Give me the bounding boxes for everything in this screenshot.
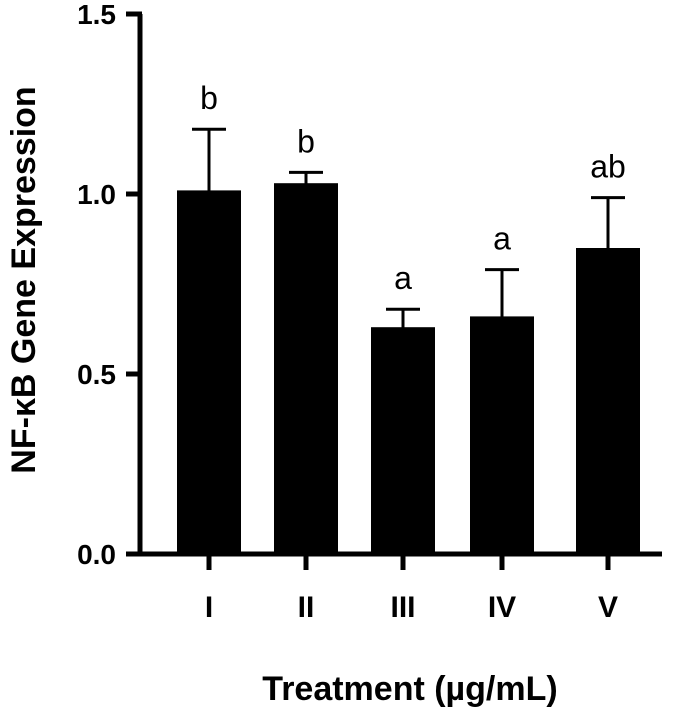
bar — [576, 248, 640, 554]
bar — [274, 183, 338, 554]
x-tick-label: II — [298, 591, 315, 624]
y-tick-label: 1.0 — [77, 179, 116, 210]
significance-label: a — [394, 260, 412, 296]
x-axis-title: Treatment (µg/mL) — [262, 670, 557, 708]
significance-label: b — [200, 80, 218, 116]
bar — [470, 316, 534, 554]
x-tick-labels-layer: I II III IV V — [205, 554, 618, 624]
y-axis-title: NF-κB Gene Expression — [5, 86, 43, 473]
x-tick-label: V — [598, 591, 618, 624]
bars-layer — [177, 129, 640, 554]
y-tick-label: 1.5 — [77, 0, 116, 30]
y-ticks-layer: 0.0 0.5 1.0 1.5 — [77, 0, 142, 570]
x-tick-label: III — [390, 591, 415, 624]
x-tick-label: I — [205, 591, 213, 624]
y-tick-label: 0.0 — [77, 539, 116, 570]
y-tick-label: 0.5 — [77, 359, 116, 390]
significance-label: b — [297, 123, 315, 159]
significance-labels-layer: b b a a ab — [200, 80, 626, 296]
bar — [177, 190, 241, 554]
significance-label: ab — [590, 149, 626, 185]
bar — [371, 327, 435, 554]
x-tick-label: IV — [488, 591, 516, 624]
significance-label: a — [493, 221, 511, 257]
